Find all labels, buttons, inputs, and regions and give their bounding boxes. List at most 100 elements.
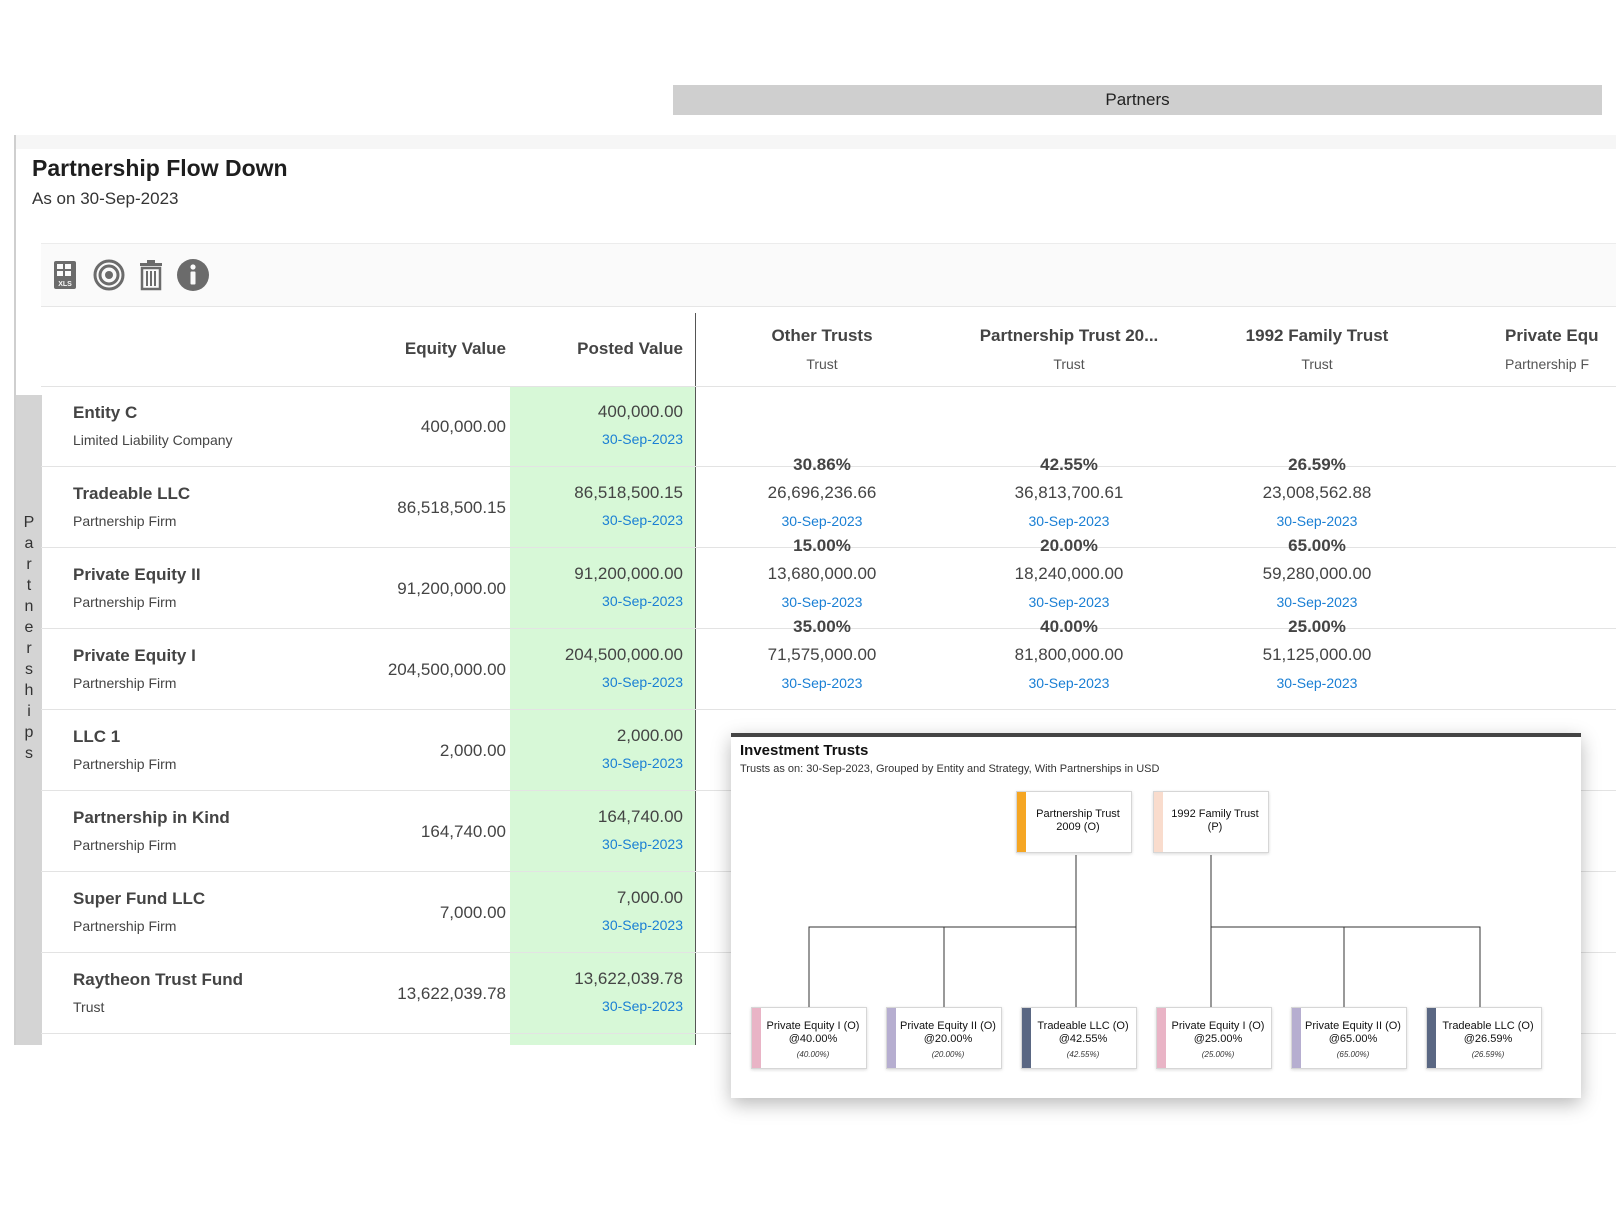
trust-node[interactable]: Partnership Trust 2009 (O)	[1016, 791, 1132, 853]
equity-value: 7,000.00	[439, 903, 506, 922]
partners-band: Partners	[673, 85, 1602, 115]
table-row[interactable]: Tradeable LLC Partnership Firm 86,518,500.…	[41, 455, 1616, 548]
node-share: @26.59%	[1463, 1033, 1513, 1045]
node-note: (42.55%)	[1066, 1050, 1100, 1059]
investment-trusts-chart: Investment Trusts Trusts as on: 30-Sep-2…	[731, 733, 1581, 1098]
allocation-percent: 42.55%	[1040, 455, 1098, 474]
entity-name[interactable]: Private Equity I	[73, 646, 196, 665]
allocation-amount: 23,008,562.88	[1262, 483, 1372, 502]
allocation-percent: 25.00%	[1288, 617, 1346, 636]
equity-value: 2,000.00	[439, 741, 506, 760]
posted-value: 7,000.00	[616, 888, 683, 907]
node-color-stripe	[1022, 1008, 1031, 1068]
allocation-cell: 15.00% 13,680,000.00 30-Sep-2023	[712, 536, 932, 610]
posted-date-link[interactable]: 30-Sep-2023	[602, 836, 683, 852]
node-label: Private Equity II (O)	[900, 1020, 996, 1032]
entity-type: Partnership Firm	[73, 594, 177, 610]
allocation-amount: 51,125,000.00	[1262, 645, 1372, 664]
posted-date-link[interactable]: 30-Sep-2023	[602, 755, 683, 771]
entity-type: Partnership Firm	[73, 675, 177, 691]
node-label: Private Equity II (O)	[1305, 1020, 1401, 1032]
allocation-amount: 81,800,000.00	[1014, 645, 1124, 664]
partner-header[interactable]: Private Equ Partnership F	[1505, 326, 1616, 372]
partner-type: Trust	[806, 356, 838, 372]
node-share: @40.00%	[788, 1033, 838, 1045]
allocation-date-link[interactable]: 30-Sep-2023	[781, 594, 863, 610]
svg-text:XLS: XLS	[58, 281, 72, 288]
target-icon[interactable]	[92, 258, 126, 292]
allocation-percent: 65.00%	[1288, 536, 1346, 555]
partner-header[interactable]: Other Trusts Trust	[712, 326, 932, 372]
allocation-cell: 65.00% 59,280,000.00 30-Sep-2023	[1207, 536, 1427, 610]
posted-date-link[interactable]: 30-Sep-2023	[602, 917, 683, 933]
allocation-amount: 36,813,700.61	[1014, 483, 1124, 502]
entity-type: Partnership Firm	[73, 756, 177, 772]
page-title: Partnership Flow Down	[32, 155, 288, 181]
trash-icon[interactable]	[134, 258, 168, 292]
allocation-date-link[interactable]: 30-Sep-2023	[1028, 594, 1110, 610]
allocation-date-link[interactable]: 30-Sep-2023	[1028, 675, 1110, 691]
entity-name[interactable]: Partnership in Kind	[73, 808, 230, 827]
posted-date-link[interactable]: 30-Sep-2023	[602, 593, 683, 609]
node-note: (26.59%)	[1471, 1050, 1505, 1059]
node-label: Tradeable LLC (O)	[1442, 1020, 1534, 1032]
partnership-node[interactable]: Tradeable LLC (O) @42.55% (42.55%)	[1021, 1007, 1137, 1069]
partnership-node[interactable]: Private Equity I (O) @40.00% (40.00%)	[751, 1007, 867, 1069]
table-row[interactable]: Entity C Limited Liability Company 400,000…	[41, 386, 1616, 467]
entity-name[interactable]: Tradeable LLC	[73, 484, 191, 503]
entity-name[interactable]: Private Equity II	[73, 565, 201, 584]
entity-name[interactable]: Entity C	[73, 403, 138, 422]
partnership-node[interactable]: Private Equity I (O) @25.00% (25.00%)	[1156, 1007, 1272, 1069]
node-share: @42.55%	[1058, 1033, 1108, 1045]
posted-value: 2,000.00	[616, 726, 683, 745]
partner-header[interactable]: Partnership Trust 20... Trust	[959, 326, 1179, 372]
posted-date-link[interactable]: 30-Sep-2023	[602, 431, 683, 447]
trust-node[interactable]: 1992 Family Trust (P)	[1153, 791, 1269, 853]
allocation-date-link[interactable]: 30-Sep-2023	[781, 513, 863, 529]
allocation-date-link[interactable]: 30-Sep-2023	[1276, 513, 1358, 529]
partner-name: Private Equ	[1505, 326, 1599, 345]
entity-name[interactable]: LLC 1	[73, 727, 121, 746]
info-icon[interactable]	[176, 258, 210, 292]
node-note: (40.00%)	[796, 1050, 830, 1059]
table-row[interactable]: Private Equity II Partnership Firm 91,200,…	[41, 536, 1616, 629]
node-label: Tradeable LLC (O)	[1037, 1020, 1129, 1032]
allocation-date-link[interactable]: 30-Sep-2023	[781, 675, 863, 691]
partner-header[interactable]: 1992 Family Trust Trust	[1207, 326, 1427, 372]
posted-value-header[interactable]: Posted Value	[577, 339, 683, 358]
allocation-percent: 15.00%	[793, 536, 851, 555]
node-color-stripe	[1157, 1008, 1166, 1068]
allocation-cell: 30.86% 26,696,236.66 30-Sep-2023	[712, 455, 932, 529]
partner-type: Trust	[1053, 356, 1085, 372]
chart-title: Investment Trusts	[740, 742, 869, 759]
allocation-amount: 26,696,236.66	[767, 483, 877, 502]
excel-export-icon[interactable]: XLS	[49, 258, 83, 292]
allocation-date-link[interactable]: 30-Sep-2023	[1276, 675, 1358, 691]
posted-date-link[interactable]: 30-Sep-2023	[602, 998, 683, 1014]
allocation-cell: 20.00% 18,240,000.00 30-Sep-2023	[959, 536, 1179, 610]
equity-value: 400,000.00	[420, 417, 506, 436]
posted-date-link[interactable]: 30-Sep-2023	[602, 674, 683, 690]
entity-name[interactable]: Super Fund LLC	[73, 889, 206, 908]
node-share: @25.00%	[1193, 1033, 1243, 1045]
posted-date-link[interactable]: 30-Sep-2023	[602, 512, 683, 528]
entity-name[interactable]: Raytheon Trust Fund	[73, 970, 243, 989]
partner-name: 1992 Family Trust	[1245, 326, 1389, 345]
equity-value-header[interactable]: Equity Value	[404, 339, 506, 358]
partnership-node[interactable]: Private Equity II (O) @20.00% (20.00%)	[886, 1007, 1002, 1069]
partnership-node[interactable]: Tradeable LLC (O) @26.59% (26.59%)	[1426, 1007, 1542, 1069]
partnership-node[interactable]: Private Equity II (O) @65.00% (65.00%)	[1291, 1007, 1407, 1069]
entity-type: Partnership Firm	[73, 513, 177, 529]
allocation-cell: 42.55% 36,813,700.61 30-Sep-2023	[959, 455, 1179, 529]
table-row[interactable]: Private Equity I Partnership Firm 204,500,…	[41, 617, 1616, 710]
node-label: Private Equity I (O)	[1171, 1020, 1265, 1032]
partner-name: Other Trusts	[771, 326, 873, 345]
allocation-date-link[interactable]: 30-Sep-2023	[1028, 513, 1110, 529]
node-label: 1992 Family Trust (P)	[1171, 808, 1259, 833]
allocation-percent: 35.00%	[793, 617, 851, 636]
posted-value: 86,518,500.15	[574, 483, 683, 502]
posted-value: 400,000.00	[597, 402, 683, 421]
allocation-date-link[interactable]: 30-Sep-2023	[1276, 594, 1358, 610]
posted-value: 164,740.00	[597, 807, 683, 826]
allocation-percent: 40.00%	[1040, 617, 1098, 636]
